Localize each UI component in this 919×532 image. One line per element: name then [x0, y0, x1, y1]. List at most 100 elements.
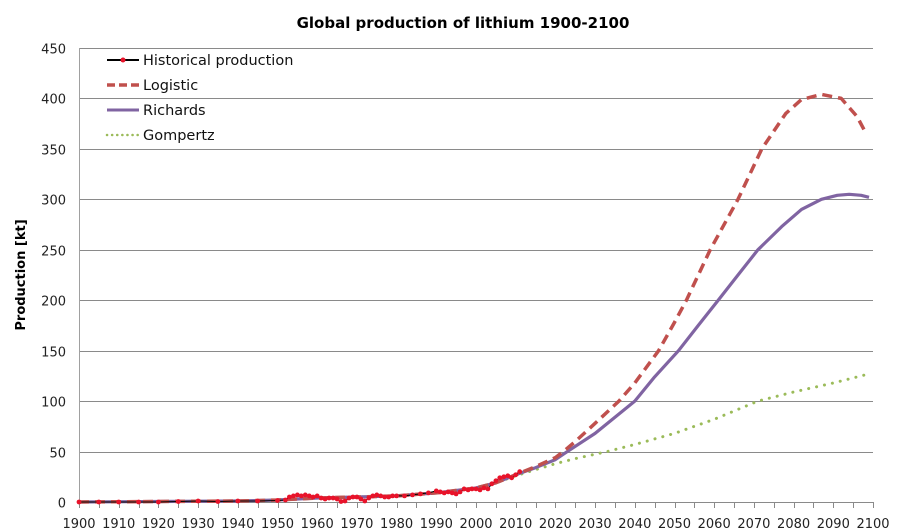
historical-data-point [175, 499, 181, 504]
historical-data-point [156, 499, 161, 505]
x-tick-label: 1930 [182, 517, 215, 532]
historical-data-point [96, 499, 102, 505]
x-tick-label: 2000 [459, 517, 492, 532]
historical-data-point [318, 495, 324, 501]
chart-title: Global production of lithium 1900-2100 [297, 14, 630, 32]
y-tick-label: 150 [41, 346, 66, 361]
historical-data-point [410, 492, 415, 498]
historical-data-point [322, 496, 328, 502]
historical-data-point [402, 493, 407, 499]
historical-data-point [449, 490, 455, 496]
series-richards-line [78, 192, 870, 504]
legend-label-logistic: Logistic [143, 78, 198, 94]
y-tick-labels: 0 50 100 150 200 250 300 350 400 450 [41, 43, 66, 512]
legend-label-historical-production: Historical production [143, 53, 293, 69]
historical-data-point [441, 490, 447, 496]
x-tick-label: 2070 [737, 517, 770, 532]
historical-data-point [485, 486, 491, 492]
historical-data-point [378, 493, 384, 499]
x-tick-label: 1900 [62, 517, 95, 532]
historical-data-point [509, 475, 515, 481]
historical-data-point [334, 496, 340, 502]
historical-data-point [437, 489, 443, 495]
y-tick-label: 300 [41, 194, 66, 209]
historical-data-point [394, 493, 399, 499]
historical-data-point [493, 478, 499, 484]
y-tick-label: 250 [41, 245, 66, 260]
historical-data-point [433, 488, 439, 494]
historical-data-point [386, 494, 392, 500]
x-tick-label: 1970 [340, 517, 373, 532]
historical-data-point [287, 494, 292, 500]
x-tick-label: 2030 [579, 517, 612, 532]
historical-data-point [469, 486, 475, 492]
legend: Historical production Logistic Richards Gom… [105, 53, 293, 144]
x-tick-label: 2060 [698, 517, 731, 532]
x-tick-label: 2080 [777, 517, 810, 532]
historical-data-point [461, 486, 467, 492]
y-tick-label: 200 [41, 295, 66, 310]
x-tick-label: 2020 [539, 517, 572, 532]
historical-data-point [453, 491, 459, 497]
historical-data-point [310, 494, 316, 500]
gridlines [79, 48, 873, 453]
historical-data-point [445, 489, 451, 495]
historical-data-point [481, 485, 487, 491]
historical-data-point [477, 487, 483, 493]
historical-data-point [350, 494, 356, 500]
historical-data-point [235, 498, 241, 504]
series-layer [76, 92, 870, 505]
historical-data-point [136, 499, 142, 505]
historical-data-point [215, 499, 221, 504]
historical-data-point [366, 495, 372, 501]
historical-data-point [513, 472, 519, 478]
historical-data-point [354, 494, 360, 500]
historical-data-point [362, 498, 368, 504]
x-tick-label: 1920 [142, 517, 175, 532]
historical-data-point [342, 498, 348, 504]
historical-data-point [457, 489, 463, 495]
historical-data-point [426, 490, 431, 496]
historical-data-point [326, 495, 332, 501]
y-tick-label: 450 [41, 43, 66, 58]
historical-data-point [517, 469, 523, 475]
y-tick-label: 0 [58, 497, 66, 512]
historical-data-point [370, 493, 376, 499]
y-tick-label: 50 [49, 447, 66, 462]
historical-data-point [390, 493, 395, 499]
x-tick-label: 2010 [499, 517, 532, 532]
historical-data-point [298, 493, 304, 499]
historical-data-point [358, 496, 364, 502]
series-logistic-line [78, 92, 867, 504]
historical-data-point [76, 499, 82, 505]
historical-data-point [275, 498, 280, 503]
x-tick-label: 2040 [618, 517, 651, 532]
series-gompertz-line [77, 373, 867, 504]
historical-data-point [382, 494, 388, 500]
historical-data-point [195, 498, 201, 504]
historical-data-point [283, 497, 288, 503]
legend-label-gompertz: Gompertz [143, 128, 215, 144]
historical-data-point [465, 487, 471, 493]
y-tick-label: 400 [41, 93, 66, 108]
historical-data-point [255, 498, 260, 504]
y-tick-label: 100 [41, 396, 66, 411]
legend-marker [120, 57, 126, 63]
historical-data-point [302, 492, 308, 498]
historical-data-point [346, 495, 352, 501]
historical-data-point [374, 492, 380, 498]
historical-data-point [505, 473, 511, 479]
historical-data-point [338, 499, 344, 504]
x-tick-label: 1960 [301, 517, 334, 532]
x-tick-label: 1940 [221, 517, 254, 532]
historical-data-point [418, 491, 423, 497]
x-tick-label: 2090 [817, 517, 850, 532]
x-tick-label: 1980 [380, 517, 413, 532]
y-tick-label: 350 [41, 144, 66, 159]
y-axis-label: Production [kt] [14, 219, 29, 330]
historical-data-point [501, 474, 507, 480]
historical-data-point [116, 499, 122, 505]
historical-data-point [306, 493, 312, 499]
historical-data-point [330, 495, 336, 501]
